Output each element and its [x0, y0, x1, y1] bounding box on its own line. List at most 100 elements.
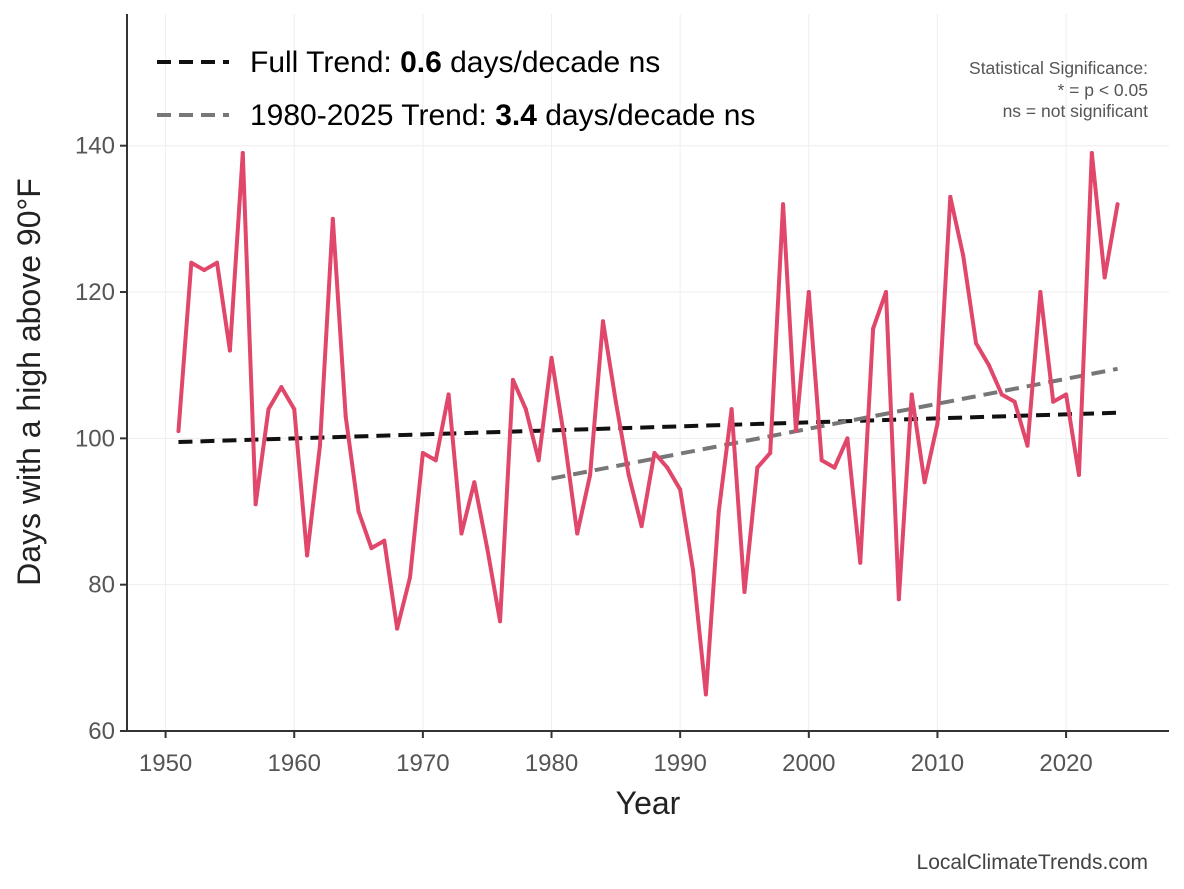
data-point-2023	[1102, 275, 1107, 280]
data-point-2004	[858, 560, 863, 565]
y-tick-label: 80	[88, 572, 115, 599]
y-tick-label: 60	[88, 718, 115, 745]
data-point-1989	[665, 465, 670, 470]
data-point-1996	[755, 465, 760, 470]
data-point-1970	[420, 450, 425, 455]
data-point-1979	[536, 458, 541, 463]
x-axis-ticks: 1950 1960 1970 1980 1990 2000 2010 2020	[139, 731, 1093, 777]
data-point-2012	[961, 253, 966, 258]
data-point-1978	[523, 407, 528, 412]
trend-lines	[178, 366, 1118, 481]
data-point-1972	[446, 392, 451, 397]
legend-label-full-trend: Full Trend: 0.6 days/decade ns	[250, 46, 660, 79]
legend-recent-trend-value: 3.4	[495, 99, 537, 132]
data-point-1998	[781, 202, 786, 207]
credit-text: LocalClimateTrends.com	[917, 851, 1148, 874]
data-point-1986	[626, 472, 631, 477]
data-point-1980	[549, 355, 554, 360]
data-point-1954	[215, 260, 220, 265]
data-point-1977	[510, 377, 515, 382]
data-point-1973	[459, 531, 464, 536]
series-line-days-above-90	[176, 151, 1120, 697]
data-point-2018	[1038, 290, 1043, 295]
legend-recent-trend-prefix: 1980-2025 Trend:	[250, 99, 495, 132]
significance-title: Statistical Significance:	[969, 58, 1148, 78]
data-point-1988	[652, 450, 657, 455]
data-point-1969	[408, 575, 413, 580]
data-point-1966	[369, 546, 374, 551]
data-point-2015	[999, 392, 1004, 397]
x-tick-label: 1990	[653, 750, 706, 777]
data-point-1974	[472, 480, 477, 485]
y-tick-label: 140	[75, 133, 115, 160]
x-tick-label: 1980	[525, 750, 578, 777]
data-point-1987	[639, 524, 644, 529]
data-point-1971	[433, 458, 438, 463]
data-point-1957	[253, 502, 258, 507]
x-tick-label: 2010	[911, 750, 964, 777]
data-point-1960	[292, 407, 297, 412]
significance-line-2: ns = not significant	[1003, 101, 1149, 121]
data-point-1981	[562, 436, 567, 441]
data-point-1955	[227, 348, 232, 353]
data-point-1992	[703, 692, 708, 697]
y-tick-label: 100	[75, 425, 115, 452]
data-point-1956	[240, 151, 245, 156]
data-point-1990	[678, 487, 683, 492]
data-point-2010	[935, 421, 940, 426]
full-trend-line	[178, 410, 1118, 445]
data-point-2001	[819, 458, 824, 463]
legend-full-trend-value: 0.6	[400, 46, 442, 79]
data-point-1983	[588, 472, 593, 477]
data-point-2007	[896, 597, 901, 602]
data-point-1993	[716, 509, 721, 514]
data-point-1951	[176, 429, 181, 434]
data-point-2017	[1025, 443, 1030, 448]
data-point-2022	[1089, 151, 1094, 156]
data-point-2020	[1064, 392, 1069, 397]
data-point-2000	[806, 290, 811, 295]
data-point-1984	[600, 319, 605, 324]
series-lines	[176, 151, 1120, 697]
data-point-1995	[742, 589, 747, 594]
y-tick-label: 120	[75, 279, 115, 306]
data-point-1965	[356, 509, 361, 514]
legend: Full Trend: 0.6 days/decade ns 1980-2025…	[157, 46, 755, 132]
data-point-2002	[832, 465, 837, 470]
legend-recent-trend-suffix: days/decade ns	[537, 99, 755, 132]
x-tick-label: 2020	[1039, 750, 1092, 777]
data-point-2005	[871, 326, 876, 331]
data-point-1968	[395, 626, 400, 631]
y-axis-ticks: 60 80 100 120 140	[75, 133, 127, 745]
data-point-2024	[1115, 202, 1120, 207]
legend-label-recent-trend: 1980-2025 Trend: 3.4 days/decade ns	[250, 99, 755, 132]
data-point-1976	[498, 619, 503, 624]
data-point-2019	[1051, 399, 1056, 404]
data-point-1967	[382, 538, 387, 543]
data-point-1959	[279, 385, 284, 390]
data-point-1982	[575, 531, 580, 536]
data-point-2003	[845, 436, 850, 441]
data-point-2011	[948, 194, 953, 199]
x-axis-title: Year	[616, 785, 681, 821]
data-point-2009	[922, 480, 927, 485]
data-point-2006	[883, 290, 888, 295]
y-axis-title: Days with a high above 90°F	[11, 178, 47, 586]
data-point-1964	[343, 414, 348, 419]
data-point-1975	[485, 546, 490, 551]
x-tick-label: 1950	[139, 750, 192, 777]
data-point-1999	[793, 429, 798, 434]
legend-full-trend-prefix: Full Trend:	[250, 46, 400, 79]
data-point-1958	[266, 407, 271, 412]
data-point-1963	[330, 216, 335, 221]
data-point-1962	[317, 443, 322, 448]
x-tick-label: 1960	[268, 750, 321, 777]
data-point-1952	[189, 260, 194, 265]
legend-full-trend-suffix: days/decade ns	[442, 46, 660, 79]
significance-note: Statistical Significance: * = p < 0.05 n…	[969, 58, 1148, 121]
significance-line-1: * = p < 0.05	[1058, 80, 1149, 100]
data-point-2016	[1012, 399, 1017, 404]
data-point-1985	[613, 399, 618, 404]
x-tick-label: 1970	[396, 750, 449, 777]
